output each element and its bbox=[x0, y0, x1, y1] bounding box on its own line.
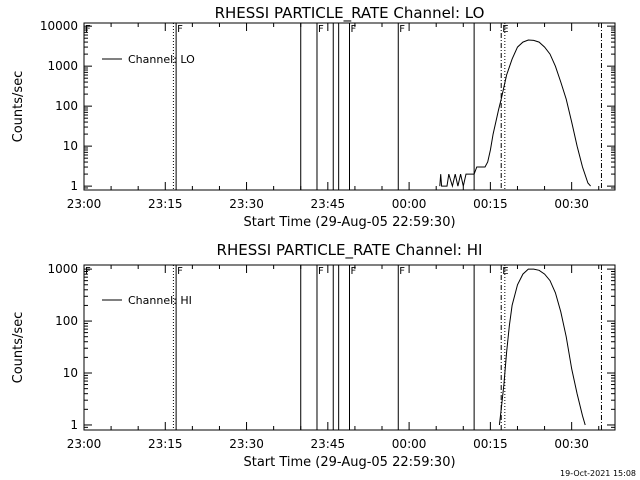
x-tick-label: 23:45 bbox=[311, 197, 346, 211]
chart-title: RHESSI PARTICLE_RATE Channel: LO bbox=[215, 4, 485, 23]
x-tick-label: 23:15 bbox=[148, 197, 183, 211]
generation-timestamp: 19-Oct-2021 15:08 bbox=[560, 469, 636, 478]
x-axis-label: Start Time (29-Aug-05 22:59:30) bbox=[243, 215, 455, 230]
lo-channel-panel: RHESSI PARTICLE_RATE Channel: LO Counts/s… bbox=[11, 4, 616, 230]
x-tick-label: 00:00 bbox=[392, 197, 427, 211]
y-tick-label: 1 bbox=[70, 179, 78, 193]
event-flag-label: F bbox=[318, 24, 324, 35]
legend-entry: Channel: LO bbox=[128, 53, 195, 66]
event-flag-label: F bbox=[351, 24, 357, 35]
y-tick-label: 1 bbox=[70, 418, 78, 432]
event-flag-label: F bbox=[85, 266, 91, 277]
event-flag-label: F bbox=[351, 266, 357, 277]
data-series-line bbox=[498, 268, 586, 426]
y-tick-label: 1000 bbox=[47, 59, 78, 73]
y-axis-label: Counts/sec bbox=[11, 71, 26, 143]
y-tick-label: 100 bbox=[55, 99, 78, 113]
y-tick-label: 1000 bbox=[47, 262, 78, 276]
x-tick-label: 23:00 bbox=[67, 197, 102, 211]
y-tick-label: 10000 bbox=[40, 19, 78, 33]
event-flag-label: E bbox=[502, 24, 508, 35]
data-series-line bbox=[439, 39, 591, 189]
y-tick-label: 100 bbox=[55, 314, 78, 328]
x-tick-label: 00:15 bbox=[473, 437, 508, 451]
event-flag-label: F bbox=[399, 24, 405, 35]
legend-entry: Channel: HI bbox=[128, 294, 192, 307]
event-flag-label: F bbox=[177, 266, 183, 277]
chart-title: RHESSI PARTICLE_RATE Channel: HI bbox=[217, 241, 483, 260]
event-flag-label: F bbox=[177, 24, 183, 35]
event-flag-label: F bbox=[399, 266, 405, 277]
x-tick-label: 23:00 bbox=[67, 437, 102, 451]
x-tick-label: 23:45 bbox=[311, 437, 346, 451]
x-tick-label: 00:15 bbox=[473, 197, 508, 211]
event-flag-label: F bbox=[85, 24, 91, 35]
x-axis-label: Start Time (29-Aug-05 22:59:30) bbox=[243, 455, 455, 470]
x-tick-label: 23:30 bbox=[229, 437, 264, 451]
y-tick-label: 10 bbox=[63, 139, 78, 153]
x-tick-label: 23:15 bbox=[148, 437, 183, 451]
y-axis-label: Counts/sec bbox=[11, 312, 26, 384]
x-tick-label: 23:30 bbox=[229, 197, 264, 211]
x-tick-label: 00:30 bbox=[554, 197, 589, 211]
x-tick-label: 00:30 bbox=[554, 437, 589, 451]
event-flag-label: E bbox=[502, 266, 508, 277]
y-tick-label: 10 bbox=[63, 366, 78, 380]
event-flag-label: F bbox=[318, 266, 324, 277]
x-tick-label: 00:00 bbox=[392, 437, 427, 451]
hi-channel-panel: RHESSI PARTICLE_RATE Channel: HI Counts/s… bbox=[11, 241, 616, 470]
